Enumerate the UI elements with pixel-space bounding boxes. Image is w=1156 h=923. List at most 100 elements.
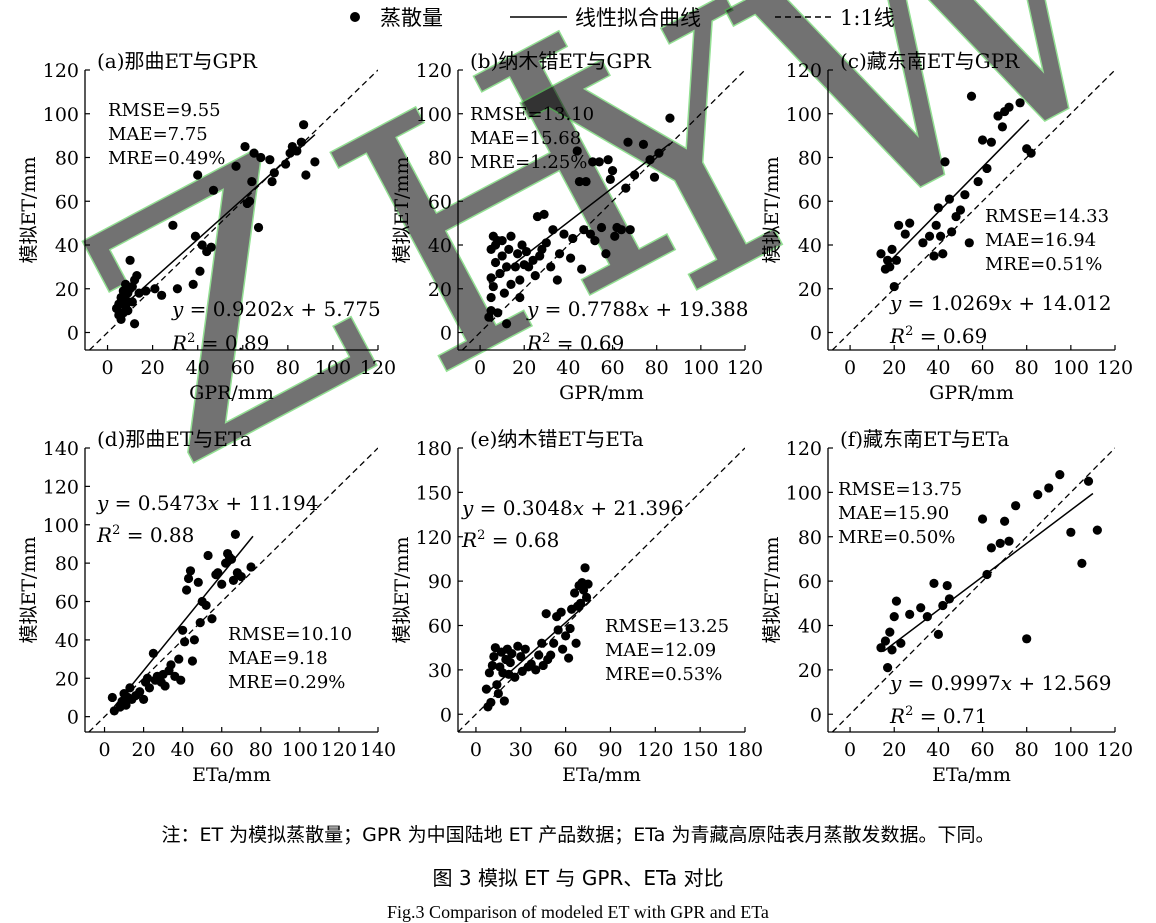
data-point [495,268,505,279]
stat-mae: MAE=15.68 [470,128,581,149]
y-tick-label: 40 [428,235,452,257]
eq-x: x [1001,671,1012,695]
eq-x: x [638,297,649,321]
eq-x: x [573,496,584,520]
data-point [499,696,509,706]
panel-b: 0 20 40 60 80 100 120 0 20 40 60 80 100 120 GPR/mm 模拟ET… [391,49,763,404]
r2-value: = 0.89 [195,331,269,355]
data-point [244,196,255,206]
data-point [649,172,660,182]
data-point [583,579,593,589]
x-tick-label: 0 [470,739,482,761]
y-tick-label: 20 [428,279,452,301]
eq-rest: + 5.775 [294,297,381,321]
r2-superscript: 2 [542,331,550,346]
data-point [247,176,257,187]
y-tick-label: 40 [798,616,822,638]
data-point [580,563,590,573]
data-point [486,697,496,708]
eq-rest: + 11.194 [219,491,318,515]
data-point [546,650,556,660]
data-point [537,638,547,648]
x-tick-label: 60 [231,357,255,379]
data-point [135,687,145,697]
data-point [966,91,977,101]
panel-title: (d)那曲ET与ETa [97,427,252,451]
y-tick-label: 80 [55,553,79,575]
fit-equation: y = 0.7788x + 19.388 [526,297,749,321]
x-tick-label: 60 [210,739,234,761]
data-point [548,225,558,235]
data-point [924,231,935,241]
data-point [876,249,886,259]
x-tick-label: 120 [1097,357,1133,379]
r2-symbol: R [526,331,542,355]
x-tick-label: 100 [315,357,351,379]
data-point [213,568,223,578]
data-point [572,146,582,156]
r-squared: R2 = 0.89 [171,331,269,355]
data-point [505,657,515,668]
data-point [922,612,932,622]
panel-title: (a)那曲ET与GPR [97,49,258,73]
y-tick-label: 120 [43,476,79,498]
data-point [515,275,525,285]
data-point [188,279,198,289]
fit-equation: y = 0.9202x + 5.775 [171,297,381,321]
data-point [929,578,939,588]
data-point [944,594,955,604]
y-tick-label: 40 [798,235,822,257]
x-tick-label: 40 [926,739,950,761]
stat-mre: MRE=1.25% [470,152,587,173]
data-point [249,148,259,158]
x-tick-label: 100 [683,357,719,379]
data-point [160,681,170,691]
data-point [484,668,494,678]
data-point [178,625,188,635]
y-tick-label: 60 [798,191,822,213]
eq-mid: = 0.7788 [538,297,637,321]
x-tick-label: 20 [141,357,165,379]
y-tick-label: 100 [43,104,79,126]
data-point [236,571,246,582]
data-point [501,262,512,272]
data-point [630,170,640,180]
one-to-one-line [831,447,1115,732]
data-point [541,238,551,248]
data-point [121,700,131,710]
data-point [565,623,575,634]
x-tick-label: 120 [727,357,763,379]
data-point [507,649,517,659]
x-tick-label: 30 [509,739,533,761]
y-tick-label: 30 [428,660,452,682]
eq-mid: = 0.9202 [183,297,282,321]
stat-mae: MAE=9.18 [228,648,328,669]
x-tick-label: 60 [600,357,624,379]
x-tick-label: 80 [276,357,300,379]
y-tick-label: 20 [55,279,79,301]
r2-value: = 0.69 [550,331,624,355]
y-tick-label: 40 [55,235,79,257]
x-tick-label: 0 [98,739,110,761]
data-point [571,638,581,648]
data-point [493,308,503,318]
x-tick-label: 40 [186,357,210,379]
y-tick-label: 120 [786,60,822,82]
data-point [553,625,563,635]
data-point [625,225,635,235]
data-point [132,271,142,281]
y-tick-label: 80 [798,527,822,549]
data-point [193,170,203,180]
data-point [605,174,615,184]
y-axis-label: 模拟ET/mm [761,157,783,264]
data-point [231,161,241,171]
stat-rmse: RMSE=13.10 [470,104,594,125]
x-tick-label: 0 [101,357,113,379]
data-point [887,244,897,254]
data-point [513,641,523,651]
stat-rmse: RMSE=10.10 [228,624,352,645]
eq-rest: + 21.396 [584,496,683,520]
data-point [579,225,589,235]
x-axis-label: ETa/mm [932,764,1011,786]
data-point [944,194,955,204]
